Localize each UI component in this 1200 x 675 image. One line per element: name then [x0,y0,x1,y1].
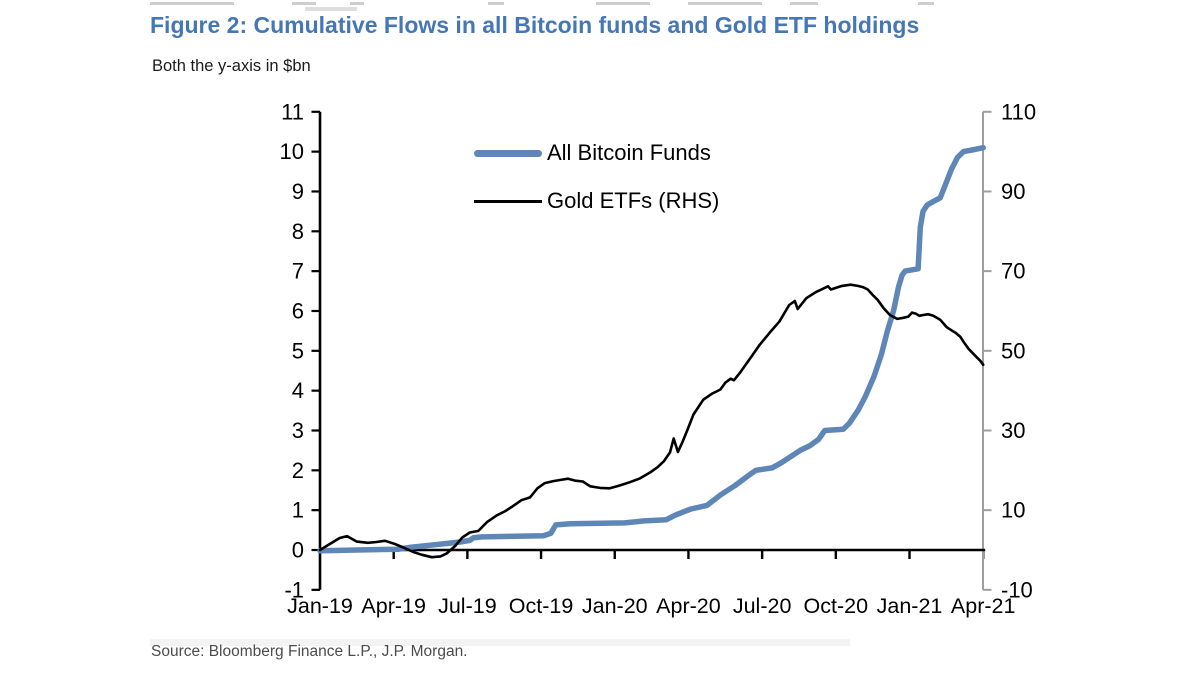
left-axis-tick-label: 11 [281,99,304,124]
right-axis-tick-label: 70 [1001,259,1025,284]
left-axis-tick-label: -1 [284,577,304,602]
legend-line-bitcoin-swatch-icon [474,150,542,157]
legend-label-gold: Gold ETFs (RHS) [547,188,720,213]
x-axis-tick-label: Jan-19 [287,594,353,618]
x-axis-tick-label: Jan-20 [582,594,648,618]
x-axis-tick-label: Oct-19 [509,594,574,618]
right-axis-tick-label: -10 [1001,577,1033,602]
left-axis-tick-label: 5 [292,338,304,363]
x-axis-tick-label: Apr-20 [656,594,721,618]
left-axis-tick-label: 7 [292,259,304,284]
left-axis-tick-label: 6 [292,298,304,323]
left-axis-tick-label: 9 [292,179,304,204]
right-axis-tick-label: 50 [1001,338,1025,363]
left-axis-tick-label: 0 [292,538,304,563]
x-axis-tick-label: Jan-21 [877,594,943,618]
left-axis-tick-label: 3 [292,418,304,443]
right-axis-tick-label: 90 [1001,179,1025,204]
faint-band-artifact [150,639,850,646]
axis-units-note: Both the y-axis in $bn [152,57,311,75]
left-axis-tick-label: 4 [292,378,304,403]
right-axis-tick-label: 110 [1001,99,1036,124]
x-axis-tick-label: Apr-21 [951,594,1016,618]
left-axis-tick-label: 10 [280,139,304,164]
x-axis-tick-label: Oct-20 [804,594,869,618]
series-line-gold [318,283,985,559]
right-axis-tick-label: 10 [1001,498,1025,523]
x-axis-tick-label: Apr-19 [361,594,426,618]
legend-line-gold-swatch-icon [474,200,542,203]
figure-title: Figure 2: Cumulative Flows in all Bitcoi… [150,12,920,38]
left-axis-tick-label: 8 [292,219,304,244]
x-axis-tick-label: Jul-19 [438,594,497,618]
source-note: Source: Bloomberg Finance L.P., J.P. Mor… [151,643,468,660]
left-axis-tick-label: 1 [292,498,304,523]
legend-label-bitcoin: All Bitcoin Funds [547,140,711,165]
left-axis-tick-label: 2 [292,458,304,483]
series-line-bitcoin [317,144,986,554]
right-axis-tick-label: 30 [1001,418,1025,443]
x-axis-tick-label: Jul-20 [733,594,792,618]
